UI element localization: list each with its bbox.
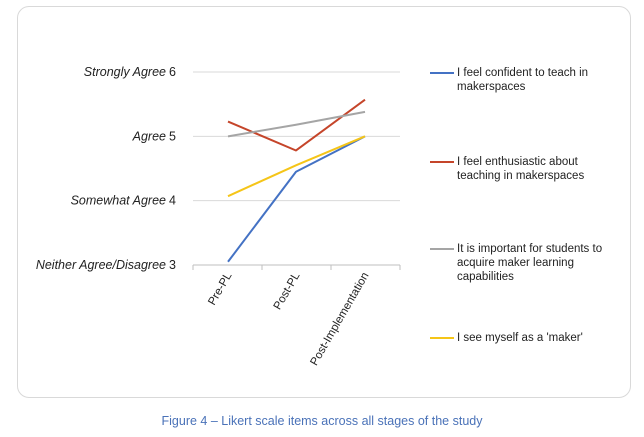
legend-label: I feel confident to teach in makerspaces <box>457 67 589 93</box>
y-tick-label-4: 4 <box>169 194 176 208</box>
x-tick-label: Pre-PL <box>206 270 235 308</box>
legend-label: I feel enthusiastic about teaching in ma… <box>457 156 585 182</box>
x-tick-label: Post-PL <box>272 270 303 312</box>
chart-frame <box>17 6 631 398</box>
x-tick-label: Post-Implementation <box>308 271 371 368</box>
y-tick-label-3: 3 <box>169 258 176 272</box>
legend-item-3: It is important for students to acquire … <box>430 242 630 284</box>
legend-swatch <box>430 161 454 163</box>
y-tick-label-6: 6 <box>169 65 176 79</box>
y-tick-name-4: Somewhat Agree <box>71 194 166 208</box>
y-tick-name-6: Strongly Agree <box>84 65 166 79</box>
y-tick-name-5: Agree <box>132 129 166 143</box>
legend-item-2: I feel enthusiastic about teaching in ma… <box>430 155 630 183</box>
legend-swatch <box>430 337 454 339</box>
series-line-1 <box>227 135 366 263</box>
y-tick-label-5: 5 <box>169 129 176 143</box>
legend-item-1: I feel confident to teach in makerspaces <box>430 66 630 94</box>
legend-item-4: I see myself as a 'maker' <box>430 331 630 345</box>
legend-label: It is important for students to acquire … <box>457 243 603 283</box>
series-line-3 <box>227 110 366 138</box>
series-line-4 <box>227 135 366 198</box>
legend-swatch <box>430 248 454 250</box>
legend-swatch <box>430 72 454 74</box>
legend-label: I see myself as a 'maker' <box>457 332 583 344</box>
figure-caption: Figure 4 – Likert scale items across all… <box>161 414 483 428</box>
gridlines <box>193 71 400 202</box>
series-lines <box>227 98 366 263</box>
y-tick-name-3: Neither Agree/Disagree <box>36 258 166 272</box>
